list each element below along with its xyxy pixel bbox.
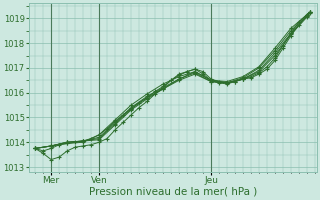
X-axis label: Pression niveau de la mer( hPa ): Pression niveau de la mer( hPa ) [89, 187, 257, 197]
